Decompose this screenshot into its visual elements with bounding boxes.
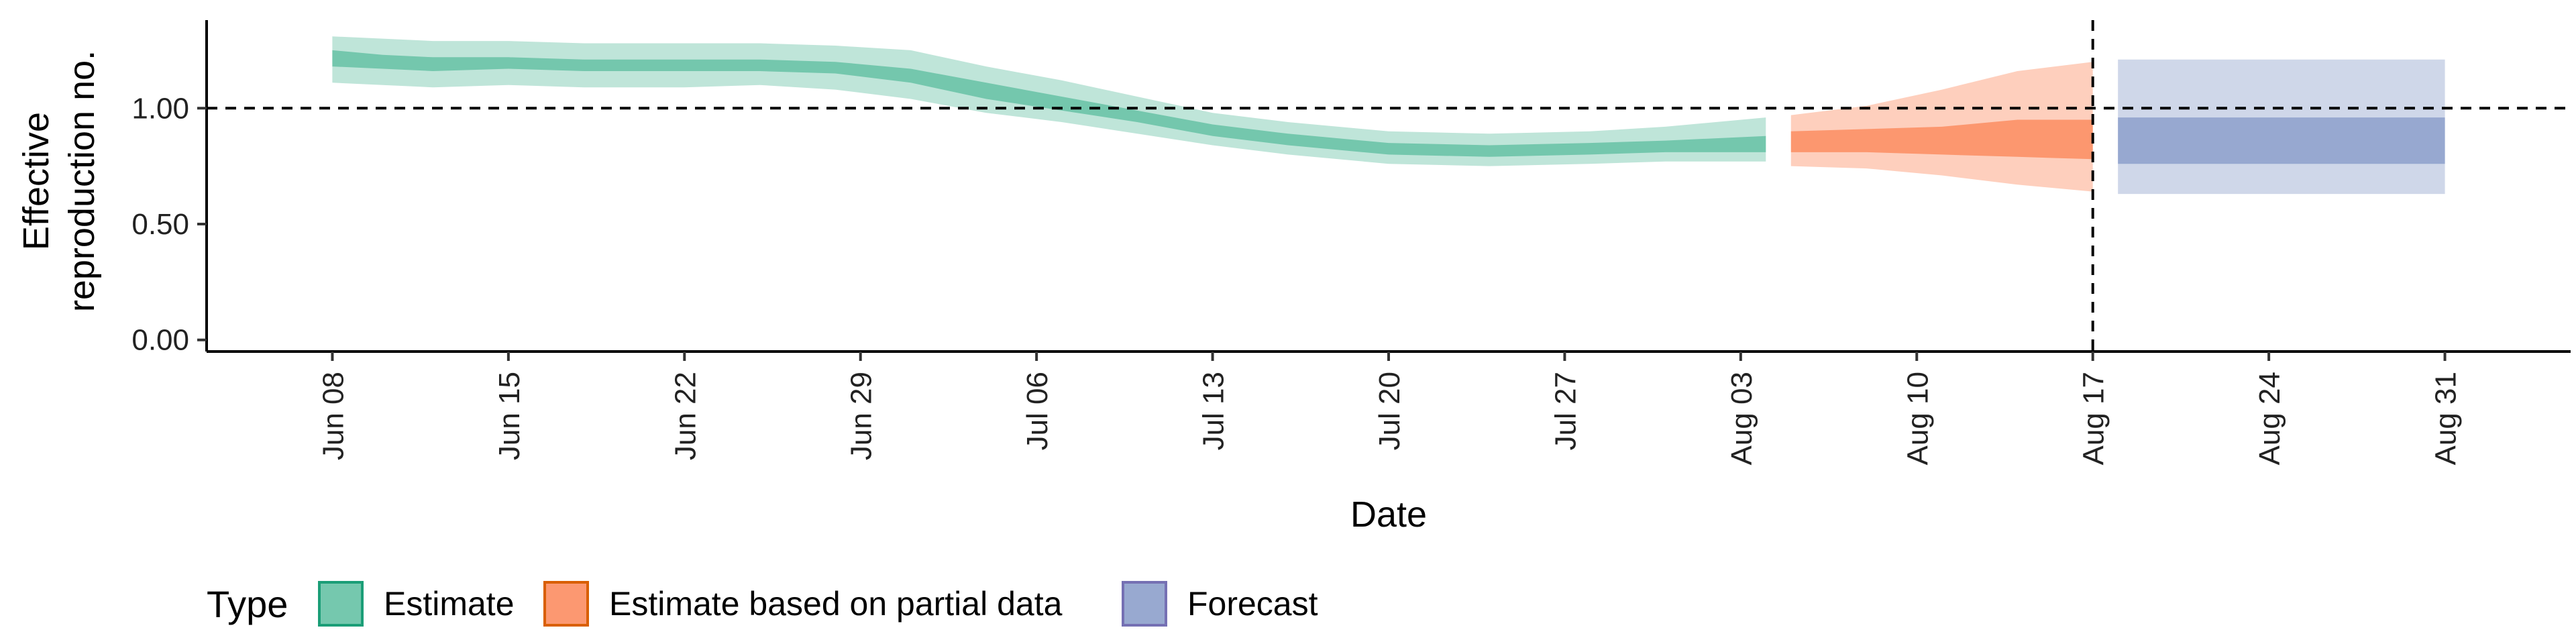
- x-tick-label: Jul 13: [1197, 372, 1230, 450]
- legend-swatch-estimate: [318, 581, 364, 627]
- y-tick-label: 0.00: [131, 324, 189, 357]
- legend-title: Type: [207, 583, 288, 625]
- legend-swatch-partial: [543, 581, 589, 627]
- band-inner-estimate-based-on-partial-data: [1790, 119, 2093, 160]
- y-tick-label: 1.00: [131, 92, 189, 125]
- band-inner-estimate: [332, 50, 1766, 157]
- bands-layer: [332, 36, 2445, 195]
- y-axis-title-line1: Effective: [16, 112, 56, 250]
- band-inner-forecast: [2118, 117, 2445, 164]
- x-tick-label: Aug 24: [2253, 372, 2286, 465]
- x-tick-label: Aug 17: [2078, 372, 2110, 465]
- x-tick-label: Jul 20: [1373, 372, 1406, 450]
- legend-label-forecast: Forecast: [1187, 585, 1318, 623]
- x-tick-label: Aug 31: [2430, 372, 2463, 465]
- band-outer-estimate-based-on-partial-data: [1790, 62, 2093, 192]
- y-tick-label: 0.50: [131, 208, 189, 241]
- x-tick-label: Aug 10: [1901, 372, 1934, 465]
- x-ticks: Jun 08 Jun 15 Jun 22 Jun 29 Jul 06 Jul 13 Jul …: [317, 352, 2463, 465]
- x-tick-label: Jun 15: [493, 372, 526, 460]
- legend-label-partial: Estimate based on partial data: [609, 585, 1063, 623]
- y-axis-title-line2: reproduction no.: [62, 50, 102, 312]
- legend: Type Estimate Estimate based on partial …: [207, 581, 1318, 627]
- x-tick-label: Jul 27: [1549, 372, 1582, 450]
- x-tick-label: Jun 22: [669, 372, 702, 460]
- legend-swatch-forecast: [1122, 581, 1167, 627]
- legend-label-estimate: Estimate: [384, 585, 515, 623]
- x-tick-label: Aug 03: [1725, 372, 1758, 465]
- y-ticks: 0.00 0.50 1.00: [131, 92, 207, 357]
- x-tick-label: Jun 29: [845, 372, 878, 460]
- x-tick-label: Jul 06: [1021, 372, 1054, 450]
- x-axis-title: Date: [1350, 494, 1427, 535]
- x-tick-label: Jun 08: [317, 372, 350, 460]
